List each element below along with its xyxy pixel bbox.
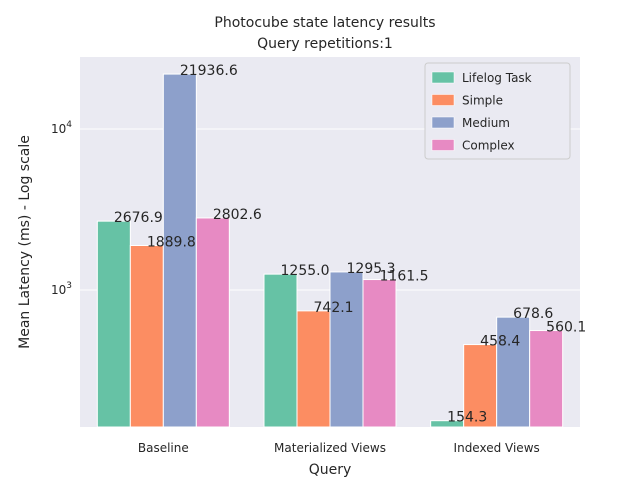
bar-value-labels: 2676.9 1255.0 154.3 1889.8 742.1 458.4 21936.6… xyxy=(114,63,586,426)
chart-title-line-1: Photocube state latency results xyxy=(214,15,435,31)
legend-label: Lifelog Task xyxy=(462,71,532,85)
y-tick-label: 104 xyxy=(51,120,72,136)
bar-value-label: 2802.6 xyxy=(213,207,262,223)
y-tick-labels: 103 104 xyxy=(51,120,72,297)
bar-value-label: 742.1 xyxy=(314,300,354,316)
legend-label: Medium xyxy=(462,116,510,130)
bar xyxy=(296,310,331,428)
bar xyxy=(529,330,564,428)
bar-value-label: 21936.6 xyxy=(180,63,238,79)
legend-swatch xyxy=(431,71,455,84)
bar-value-label: 560.1 xyxy=(546,320,586,336)
legend-label: Complex xyxy=(462,139,515,153)
bar-value-label: 458.4 xyxy=(480,334,520,350)
bar xyxy=(362,279,397,428)
legend-label: Simple xyxy=(462,94,503,108)
bar-value-label: 154.3 xyxy=(447,410,487,426)
bar xyxy=(162,73,197,428)
bar xyxy=(463,344,498,428)
bar-value-label: 2676.9 xyxy=(114,210,163,226)
legend: Lifelog Task Simple Medium Complex xyxy=(424,62,571,160)
bar-value-label: 1255.0 xyxy=(281,263,330,279)
bar xyxy=(195,217,230,428)
legend-swatch xyxy=(431,116,455,129)
x-tick-labels: Baseline Materialized Views Indexed Views xyxy=(138,441,540,455)
legend-swatch xyxy=(431,139,455,151)
bar xyxy=(263,273,298,428)
bar xyxy=(329,271,364,428)
x-tick-label: Materialized Views xyxy=(274,441,386,455)
y-axis-label: Mean Latency (ms) - Log scale xyxy=(17,135,33,349)
bar-value-label: 1295.3 xyxy=(347,261,396,277)
bar xyxy=(129,245,164,428)
bar xyxy=(496,316,531,428)
x-axis-label: Query xyxy=(309,462,352,478)
chart-title-line-2: Query repetitions:1 xyxy=(257,36,393,52)
x-tick-label: Indexed Views xyxy=(454,441,540,455)
bars xyxy=(96,73,564,428)
y-tick-label: 103 xyxy=(51,281,72,297)
bar-value-label: 678.6 xyxy=(513,306,553,322)
bar-value-label: 1161.5 xyxy=(380,269,429,285)
bar xyxy=(96,220,131,428)
legend-swatch xyxy=(431,94,455,106)
x-tick-label: Baseline xyxy=(138,441,189,455)
legend-box xyxy=(424,62,571,160)
bar-value-label: 1889.8 xyxy=(147,235,196,251)
